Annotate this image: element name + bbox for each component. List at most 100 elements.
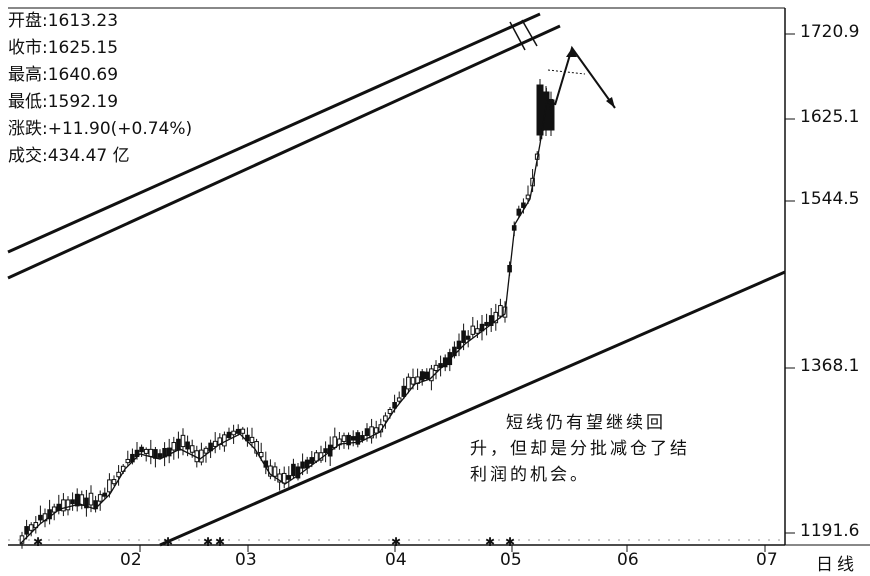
ohlc-info-panel: 开盘:1613.23 收市:1625.15 最高:1640.69 最低:1592… xyxy=(8,8,192,170)
candle-body xyxy=(433,364,439,372)
candle-body xyxy=(456,340,462,350)
projection-path xyxy=(554,45,616,109)
volume-value: 成交:434.47 亿 xyxy=(8,146,130,166)
candle-body xyxy=(332,436,338,449)
chart-annotation: 短线仍有望继续回 升，但却是分批减仓了结 利润的机会。 xyxy=(470,410,720,488)
candle-body xyxy=(212,440,218,447)
candle-body xyxy=(97,494,103,502)
candle-body xyxy=(295,466,301,479)
candle-body xyxy=(387,409,393,414)
candle-body xyxy=(452,346,457,357)
candle-body xyxy=(438,363,443,368)
candle-body xyxy=(157,453,163,458)
low-value: 最低:1592.19 xyxy=(8,92,119,112)
candle-body xyxy=(429,368,434,382)
candle-body xyxy=(525,194,531,200)
x-tick-label: 03 xyxy=(235,550,257,570)
annotation-line-1: 短线仍有望继续回 xyxy=(506,413,666,433)
x-tick-label: 06 xyxy=(617,550,639,570)
event-marker: ✱ xyxy=(485,535,495,549)
candle-body xyxy=(222,434,227,447)
candle-body xyxy=(84,497,89,509)
candle-body xyxy=(235,428,241,434)
lower-support-line xyxy=(159,270,786,547)
candle-body xyxy=(79,494,85,506)
candle-body xyxy=(180,434,186,448)
period-label: 日线 xyxy=(816,555,858,575)
candle-body xyxy=(125,458,131,464)
candle-body xyxy=(465,335,471,340)
event-marker: ✱ xyxy=(203,535,213,549)
candle-body xyxy=(240,428,246,434)
candle-body xyxy=(360,435,365,441)
candle-body xyxy=(254,441,259,454)
y-tick-label: 1720.9 xyxy=(800,22,860,42)
candle-body xyxy=(111,479,117,485)
candle-body xyxy=(461,330,466,343)
candle-body xyxy=(116,471,121,478)
candle-body xyxy=(47,509,52,520)
candle-body xyxy=(203,447,209,454)
event-marker: ✱ xyxy=(33,535,43,549)
candle-body xyxy=(102,492,108,497)
candle-body xyxy=(24,526,29,535)
candle-body xyxy=(291,463,296,477)
candle-body xyxy=(493,311,499,324)
candle-body xyxy=(355,432,361,445)
candle-body xyxy=(470,325,476,335)
candle-body xyxy=(346,434,351,446)
x-tick-label: 05 xyxy=(500,550,522,570)
candle-body xyxy=(475,328,480,334)
candle-body xyxy=(281,472,287,484)
event-marker: ✱ xyxy=(505,535,515,549)
candle-body xyxy=(143,448,149,454)
x-tick-label: 07 xyxy=(756,550,778,570)
candle-body xyxy=(107,479,112,493)
candle-body xyxy=(65,499,71,511)
event-marker: ✱ xyxy=(163,535,173,549)
channel-tick xyxy=(521,19,538,47)
candle-body xyxy=(189,445,195,453)
projection-peak-marker xyxy=(566,48,577,57)
open-value: 开盘:1613.23 xyxy=(8,11,119,31)
candle-body xyxy=(516,208,522,216)
candle-body xyxy=(484,321,489,326)
candle-body xyxy=(392,402,397,409)
candle-body xyxy=(373,427,379,434)
candle-body xyxy=(314,452,319,462)
upper-channel-line xyxy=(7,12,541,254)
high-value: 最高:1640.69 xyxy=(8,65,119,85)
candle-body xyxy=(323,448,328,454)
candle-body xyxy=(350,436,356,441)
y-tick-label: 1191.6 xyxy=(800,521,860,541)
candle-body xyxy=(70,499,75,505)
upper-channel-line xyxy=(7,24,561,280)
event-marker: ✱ xyxy=(215,535,225,549)
candle-body xyxy=(28,524,34,531)
candle-body xyxy=(226,431,232,439)
candle-body xyxy=(166,447,172,457)
candle-body xyxy=(424,371,430,380)
annotation-line-3: 利润的机会。 xyxy=(470,465,590,485)
y-tick-label: 1368.1 xyxy=(800,356,860,376)
candle-body xyxy=(304,459,310,469)
candle-body xyxy=(396,397,402,402)
y-tick-label: 1625.1 xyxy=(800,107,860,127)
moving-average-line xyxy=(19,93,554,545)
candle-body xyxy=(171,442,177,451)
candle-body xyxy=(341,435,347,442)
candle-body xyxy=(309,457,315,464)
candle-body xyxy=(364,428,370,436)
candle-body xyxy=(383,415,388,422)
candle-body xyxy=(498,305,503,317)
candle-body xyxy=(272,466,278,477)
candle-body xyxy=(419,371,425,381)
event-marker: ✱ xyxy=(391,535,401,549)
candle-body xyxy=(139,446,144,453)
candle-body xyxy=(231,430,236,436)
x-tick-label: 04 xyxy=(385,550,407,570)
candle-body xyxy=(148,448,154,457)
candle-body xyxy=(286,475,292,480)
close-value: 收市:1625.15 xyxy=(8,38,119,58)
